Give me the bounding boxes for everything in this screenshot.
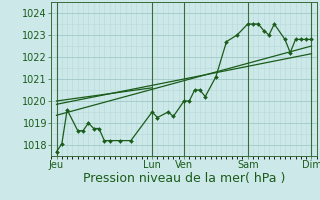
X-axis label: Pression niveau de la mer( hPa ): Pression niveau de la mer( hPa ) <box>83 172 285 185</box>
